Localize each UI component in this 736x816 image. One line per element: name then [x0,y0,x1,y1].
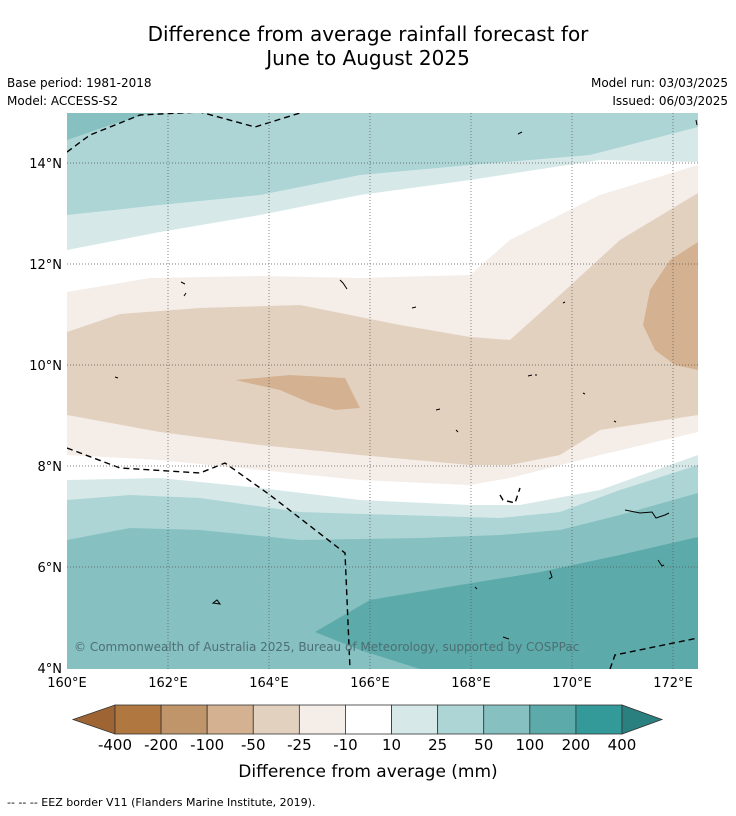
lon-tick-label: 166°E [350,676,390,691]
colorbar-cell [483,704,531,735]
colorbar-right-arrow [621,704,664,735]
colorbar-label: -10 [333,736,358,754]
title-line-2: June to August 2025 [266,46,470,70]
colorbar-labels: -400 -200 -100 -50 -25 -10 10 25 50 100 200 400 [98,736,636,754]
colorbar-cell [391,704,439,735]
colorbar-label: -400 [98,736,132,754]
issued-text: Issued: 06/03/2025 [612,94,728,108]
colorbar-label: -100 [190,736,224,754]
colorbar: -400 -200 -100 -50 -25 -10 10 25 50 100 200 400 [71,704,664,754]
lon-axis: 160°E 162°E 164°E 166°E 168°E 170°E 172°… [47,676,693,691]
meta-right: Model run: 03/03/2025 Issued: 06/03/2025 [591,74,728,110]
eez-borders [67,113,698,669]
base-period-text: Base period: 1981-2018 [7,76,152,90]
lat-tick-label: 8°N [38,460,63,475]
contour-dry-25 [67,193,698,465]
colorbar-label: 25 [428,736,447,754]
colorbar-cells [114,704,623,735]
copyright-text: © Commonwealth of Australia 2025, Bureau… [74,640,580,654]
colorbar-cell [160,704,208,735]
model-text: Model: ACCESS-S2 [7,94,119,108]
colorbar-cell [114,704,162,735]
colorbar-cell [345,704,392,735]
lat-axis: 14°N 12°N 10°N 8°N 6°N 4°N [29,157,62,677]
map-title: Difference from average rainfall forecas… [0,22,736,70]
lon-tick-label: 172°E [653,676,693,691]
lon-tick-label: 160°E [47,676,87,691]
lon-tick-label: 162°E [148,676,188,691]
contour-south-100 [315,537,698,669]
colorbar-cell [529,704,577,735]
lon-tick-label: 164°E [249,676,289,691]
title-line-1: Difference from average rainfall forecas… [147,22,589,46]
colorbar-cell [252,704,300,735]
colorbar-cell [206,704,254,735]
colorbar-label: 10 [382,736,401,754]
colorbar-label: -50 [241,736,266,754]
lat-tick-label: 4°N [38,662,63,677]
gridlines [67,113,698,669]
colorbar-label: 100 [515,736,544,754]
colorbar-left-arrow [71,704,116,735]
lat-tick-label: 6°N [38,561,63,576]
eez-footnote: -- -- -- EEZ border V11 (Flanders Marine… [7,796,316,809]
lat-tick-label: 14°N [29,157,62,172]
meta-left: Base period: 1981-2018 Model: ACCESS-S2 [7,74,152,110]
lat-tick-label: 12°N [29,258,62,273]
colorbar-cell [575,704,623,735]
colorbar-label: 200 [562,736,591,754]
lon-tick-label: 168°E [451,676,491,691]
model-run-text: Model run: 03/03/2025 [590,76,728,90]
contour-north-50 [67,113,150,140]
contour-dry-50-east [643,242,698,370]
island-marks [114,119,698,640]
colorbar-label: -25 [287,736,312,754]
colorbar-cell [298,704,346,735]
lon-tick-label: 170°E [552,676,592,691]
contour-layer [67,113,698,669]
contour-north-25 [67,113,698,215]
lat-tick-label: 10°N [29,359,62,374]
colorbar-label: 50 [474,736,493,754]
colorbar-cell [437,704,485,735]
colorbar-title: Difference from average (mm) [238,762,498,782]
colorbar-label: -200 [144,736,178,754]
colorbar-label: 400 [608,736,637,754]
contour-dry-50-central [235,375,360,410]
